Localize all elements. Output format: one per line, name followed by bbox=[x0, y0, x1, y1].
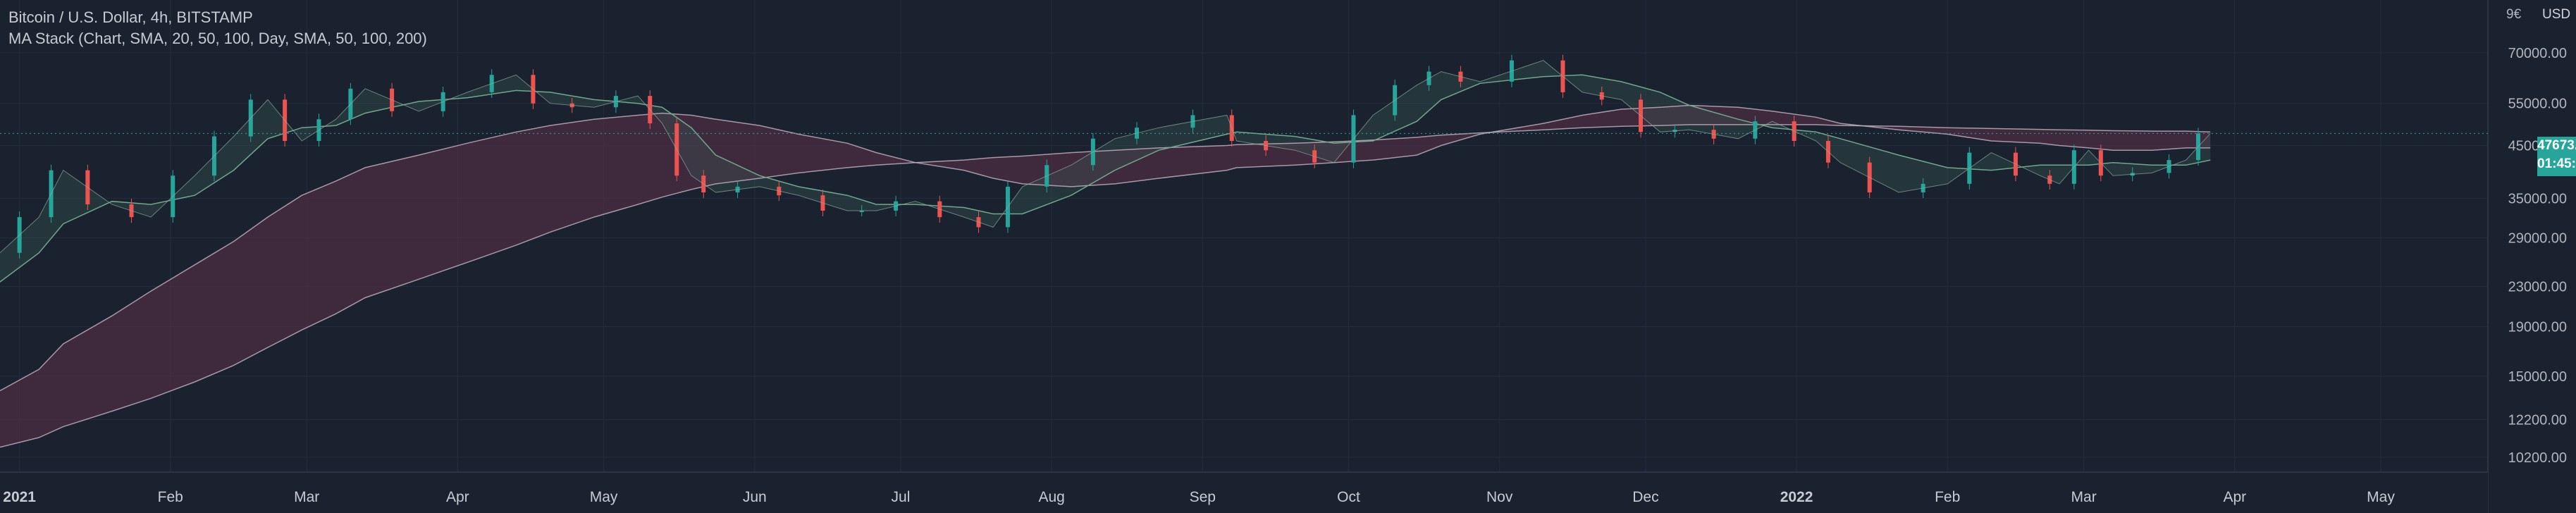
price-tick-label: 12200.00 bbox=[2508, 412, 2567, 428]
time-tick-label: 2021 bbox=[3, 489, 36, 505]
ma-fast-ribbon-fill bbox=[0, 60, 2211, 283]
last-price-tag: 47673.33 01:45:06 bbox=[2537, 137, 2576, 176]
time-tick-label: Nov bbox=[1486, 489, 1513, 505]
indicator-legend[interactable]: MA Stack (Chart, SMA, 20, 50, 100, Day, … bbox=[8, 30, 427, 47]
price-tick-label: 19000.00 bbox=[2508, 319, 2567, 335]
last-price-value: 47673.33 bbox=[2537, 138, 2576, 153]
price-tick-label: 35000.00 bbox=[2508, 191, 2567, 206]
price-tick-label: 55000.00 bbox=[2508, 97, 2567, 112]
time-tick-label: Sep bbox=[1190, 489, 1216, 505]
time-tick-label: Jul bbox=[892, 489, 911, 505]
price-axis-top-tick: 9€ bbox=[2506, 7, 2522, 22]
time-tick-label: Feb bbox=[1935, 489, 1960, 505]
time-axis-panel[interactable] bbox=[0, 472, 2488, 513]
time-tick-label: Jun bbox=[743, 489, 767, 505]
price-tick-label: 23000.00 bbox=[2508, 280, 2567, 295]
candle-body bbox=[859, 210, 864, 212]
price-tick-label: 29000.00 bbox=[2508, 230, 2567, 246]
time-tick-label: May bbox=[590, 489, 618, 505]
time-tick-label: Oct bbox=[1337, 489, 1360, 505]
time-tick-label: Apr bbox=[446, 489, 469, 505]
ma-ribbon-fill bbox=[0, 105, 2211, 447]
currency-label[interactable]: USD bbox=[2542, 7, 2571, 22]
price-tick-label: 70000.00 bbox=[2508, 46, 2567, 61]
time-tick-label: Mar bbox=[294, 489, 319, 505]
time-tick-label: Feb bbox=[158, 489, 183, 505]
time-tick-label: 2022 bbox=[1780, 489, 1813, 505]
time-tick-label: Aug bbox=[1038, 489, 1064, 505]
bar-countdown: 01:45:06 bbox=[2537, 156, 2576, 171]
symbol-legend: Bitcoin / U.S. Dollar, 4h, BITSTAMP bbox=[8, 8, 253, 26]
time-tick-label: May bbox=[2367, 489, 2395, 505]
price-axis-panel[interactable] bbox=[2488, 0, 2576, 513]
time-tick-label: Mar bbox=[2071, 489, 2097, 505]
ma-series-line-3 bbox=[0, 104, 2211, 392]
price-tick-label: 15000.00 bbox=[2508, 369, 2567, 385]
price-tick-label: 10200.00 bbox=[2508, 450, 2567, 466]
time-tick-label: Apr bbox=[2223, 489, 2246, 505]
time-tick-label: Dec bbox=[1632, 489, 1658, 505]
price-series-line bbox=[0, 60, 2211, 254]
